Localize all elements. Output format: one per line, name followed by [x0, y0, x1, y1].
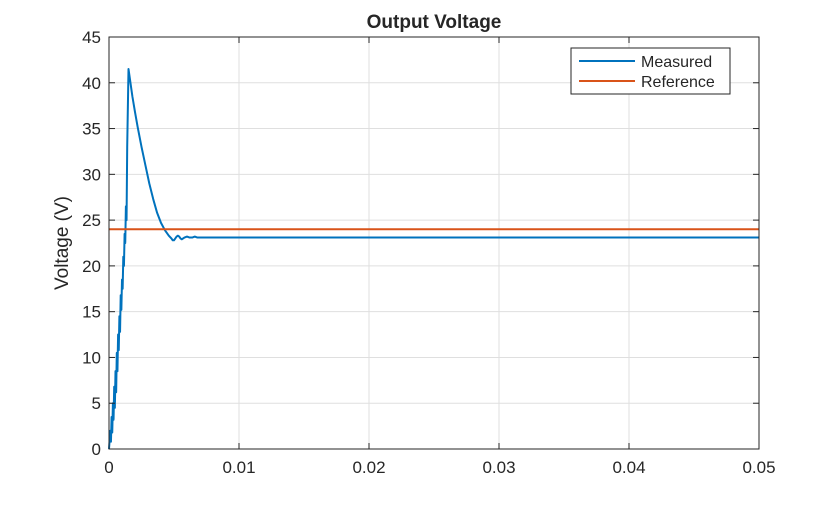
y-tick-label: 35: [82, 120, 101, 139]
y-tick-label: 5: [92, 394, 101, 413]
legend: Measured Reference: [570, 47, 731, 95]
y-tick-label: 15: [82, 303, 101, 322]
y-axis-label: Voltage (V): [52, 196, 73, 290]
legend-label-measured: Measured: [641, 54, 712, 71]
x-tick-label: 0.05: [742, 458, 775, 477]
x-tick-label: 0.01: [222, 458, 255, 477]
y-tick-label: 0: [92, 440, 101, 459]
x-tick-label: 0: [104, 458, 113, 477]
y-tick-label: 40: [82, 74, 101, 93]
x-tick-label: 0.04: [612, 458, 645, 477]
series-line-measured: [108, 68, 759, 450]
y-tick-label: 25: [82, 211, 101, 230]
y-tick-label: 45: [82, 28, 101, 47]
series-lines: [108, 68, 759, 450]
legend-box: [570, 47, 731, 95]
plot-area-frame: [108, 36, 760, 450]
y-tick-label: 10: [82, 348, 101, 367]
grid-lines: [108, 36, 760, 450]
y-tick-label: 20: [82, 257, 101, 276]
x-tick-label: 0.03: [482, 458, 515, 477]
chart-title: Output Voltage: [367, 12, 502, 33]
y-tick-label: 30: [82, 165, 101, 184]
legend-label-reference: Reference: [641, 74, 715, 91]
x-tick-label: 0.02: [352, 458, 385, 477]
axis-ticks: 0 0.01 0.02 0.03 0.04 0.05 0 5 10 15 20 25 30 35 40 45: [82, 28, 775, 477]
